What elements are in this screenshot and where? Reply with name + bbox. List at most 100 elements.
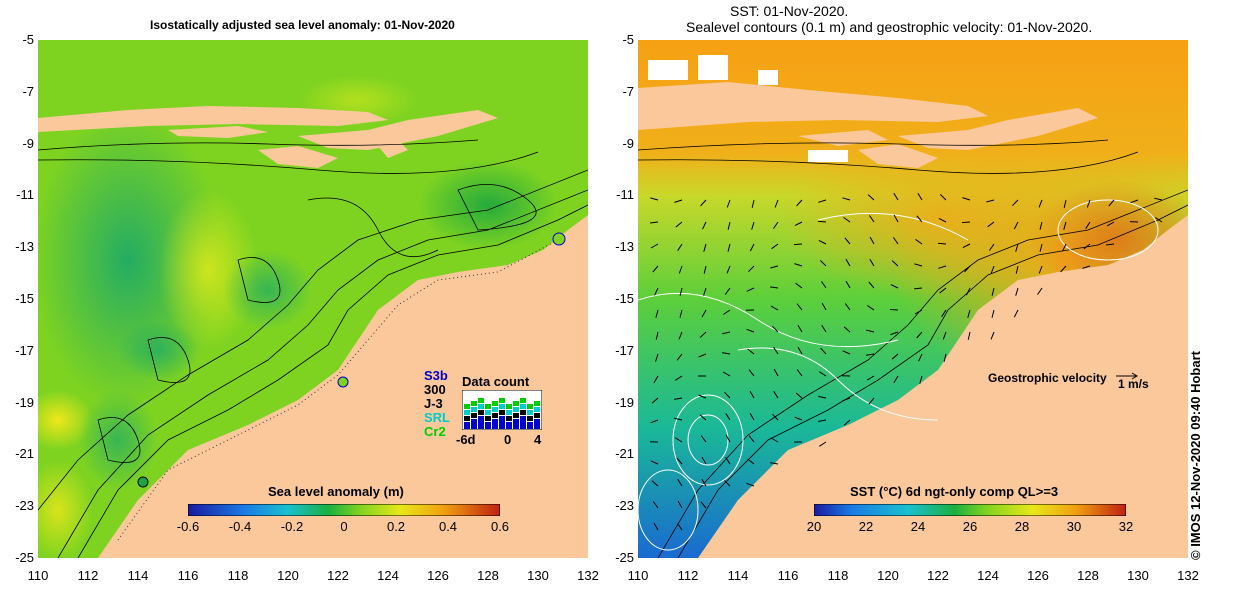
data-count-bar bbox=[499, 404, 505, 409]
tide-gauge-marker bbox=[137, 476, 149, 488]
velocity-arrow bbox=[655, 331, 659, 340]
lon-tick-label: 120 bbox=[877, 568, 899, 583]
lat-tick-label: -19 bbox=[15, 394, 34, 410]
velocity-arrow bbox=[746, 328, 755, 333]
data-count-bar bbox=[478, 398, 484, 403]
lon-tick-label: 128 bbox=[477, 568, 499, 583]
lat-tick-label: -13 bbox=[615, 239, 634, 255]
velocity-arrow bbox=[770, 462, 779, 465]
velocity-arrow bbox=[698, 394, 707, 399]
velocity-arrow bbox=[771, 243, 779, 250]
data-count-bar bbox=[513, 413, 519, 418]
data-count-bar bbox=[527, 416, 533, 421]
velocity-arrow bbox=[890, 331, 899, 336]
sst-colorbar bbox=[814, 504, 1126, 516]
lat-tick-label: -23 bbox=[15, 498, 34, 514]
velocity-arrow bbox=[1106, 243, 1115, 246]
velocity-arrow bbox=[891, 260, 899, 267]
data-count-tick-label: -6d bbox=[456, 432, 476, 447]
data-count-bar bbox=[499, 398, 505, 403]
velocity-arrow bbox=[938, 217, 947, 223]
data-count-bar bbox=[464, 404, 470, 409]
velocity-arrow bbox=[891, 353, 899, 360]
velocity-legend-label: Geostrophic velocity bbox=[988, 371, 1107, 385]
lon-tick-label: 124 bbox=[977, 568, 999, 583]
colorbar-tick-label: 22 bbox=[858, 519, 874, 534]
lat-tick-label: -11 bbox=[616, 187, 634, 203]
velocity-arrow bbox=[1085, 221, 1091, 229]
lat-tick-label: -19 bbox=[615, 394, 634, 410]
velocity-arrow bbox=[677, 523, 683, 531]
sst-colorbar-title: SST (°C) 6d ngt-only comp QL>=3 bbox=[850, 484, 1059, 499]
velocity-arrow bbox=[650, 221, 659, 224]
velocity-arrow bbox=[1063, 199, 1067, 208]
colorbar-tick-label: 0.4 bbox=[438, 519, 458, 534]
colorbar-tick-label: 20 bbox=[806, 519, 822, 534]
data-count-bar bbox=[499, 416, 505, 429]
velocity-arrow bbox=[772, 221, 779, 229]
data-count-bar bbox=[527, 410, 533, 415]
data-count-bar bbox=[492, 419, 498, 429]
velocity-arrow bbox=[845, 258, 851, 267]
data-count-bar bbox=[499, 410, 505, 415]
lon-tick-label: 128 bbox=[1077, 568, 1099, 583]
velocity-arrow bbox=[654, 287, 659, 296]
velocity-arrow bbox=[698, 353, 707, 358]
velocity-arrow bbox=[677, 500, 683, 509]
lat-tick-label: -9 bbox=[622, 135, 634, 151]
velocity-arrow bbox=[867, 305, 875, 311]
satellite-label: Cr2 bbox=[424, 424, 446, 439]
colorbar-tick-label: 30 bbox=[1066, 519, 1082, 534]
velocity-arrow bbox=[818, 239, 827, 245]
data-count-bar bbox=[527, 422, 533, 429]
velocity-arrow bbox=[843, 216, 851, 223]
velocity-arrow bbox=[889, 309, 899, 311]
velocity-arrow bbox=[1083, 243, 1091, 250]
data-count-tick-label: 0 bbox=[504, 432, 512, 447]
velocity-arrow bbox=[749, 412, 755, 421]
velocity-arrow bbox=[748, 369, 755, 377]
velocity-arrow bbox=[866, 329, 875, 333]
lon-tick-label: 122 bbox=[927, 568, 949, 583]
lat-tick-label: -9 bbox=[22, 135, 34, 151]
velocity-arrow bbox=[821, 324, 827, 333]
velocity-arrow bbox=[794, 263, 803, 267]
velocity-arrow bbox=[868, 281, 875, 289]
data-count-bar bbox=[471, 419, 477, 429]
lat-tick-label: -25 bbox=[615, 550, 634, 565]
lon-tick-label: 130 bbox=[527, 568, 549, 583]
velocity-arrow bbox=[844, 237, 851, 245]
sla-colorbar-title: Sea level anomaly (m) bbox=[268, 484, 404, 499]
velocity-arrow bbox=[794, 221, 803, 227]
velocity-arrow bbox=[650, 460, 659, 465]
velocity-arrow bbox=[700, 435, 707, 443]
velocity-arrow bbox=[653, 375, 659, 384]
satellite-label: J-3 bbox=[424, 396, 443, 411]
lon-tick-label: 114 bbox=[727, 568, 749, 583]
velocity-arrow bbox=[986, 199, 995, 203]
data-count-bar bbox=[534, 401, 540, 406]
lon-tick-label: 126 bbox=[1027, 568, 1049, 583]
lon-tick-label: 132 bbox=[577, 568, 599, 583]
data-count-bar bbox=[513, 401, 519, 406]
velocity-arrow bbox=[650, 419, 659, 424]
velocity-arrow bbox=[793, 243, 803, 246]
velocity-arrow bbox=[725, 434, 731, 443]
velocity-arrow bbox=[1012, 199, 1019, 207]
velocity-arrow bbox=[774, 199, 779, 208]
velocity-arrow bbox=[1082, 265, 1091, 269]
velocity-arrow bbox=[725, 457, 731, 465]
velocity-arrow bbox=[967, 331, 971, 340]
data-count-bar bbox=[485, 422, 491, 429]
velocity-arrow bbox=[818, 419, 827, 422]
velocity-arrow bbox=[1015, 243, 1019, 252]
velocity-arrow bbox=[1062, 243, 1067, 252]
velocity-arrow bbox=[866, 353, 875, 356]
velocity-arrow bbox=[748, 265, 755, 273]
velocity-arrow bbox=[724, 287, 731, 295]
velocity-arrow bbox=[1106, 221, 1115, 227]
data-count-bar bbox=[534, 413, 540, 418]
lat-tick-label: -7 bbox=[22, 83, 34, 99]
velocity-arrow bbox=[653, 522, 659, 531]
velocity-arrow bbox=[1037, 287, 1043, 295]
